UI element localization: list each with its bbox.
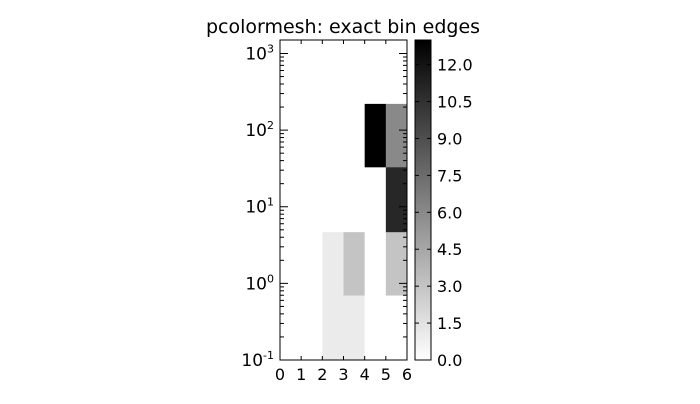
colorbar: 0.0 1.5 3.0 4.5 6.0 7.5 9.0 10.5 12.0 bbox=[414, 39, 473, 370]
y-tick-base: 10 bbox=[245, 44, 267, 64]
heatmap-cell bbox=[301, 295, 323, 361]
y-tick-exponent: 2 bbox=[267, 119, 274, 132]
y-tick-base: 10 bbox=[245, 274, 267, 294]
heatmap-cell bbox=[364, 231, 387, 296]
heatmap-cell bbox=[385, 231, 408, 296]
y-tick-label: 100 bbox=[245, 272, 274, 294]
x-tick-label: 5 bbox=[381, 365, 391, 384]
heatmap-cell bbox=[301, 103, 323, 168]
chart-title: pcolormesh: exact bin edges bbox=[206, 16, 480, 38]
colorbar-tick-label: 7.5 bbox=[437, 166, 462, 185]
y-tick-exponent: 3 bbox=[267, 42, 274, 55]
y-tick-exponent: -1 bbox=[263, 349, 274, 362]
heatmap-cell bbox=[364, 295, 387, 361]
heatmap-cell bbox=[385, 295, 408, 361]
colorbar-tick-label: 10.5 bbox=[437, 93, 473, 112]
x-tick-label: 4 bbox=[360, 365, 370, 384]
heatmap-cell bbox=[322, 103, 344, 168]
heatmap-cell bbox=[343, 167, 365, 233]
heatmap-cell bbox=[280, 103, 302, 168]
heatmap-cell bbox=[280, 167, 302, 233]
heatmap-cell bbox=[322, 295, 344, 361]
colorbar-tick-label: 1.5 bbox=[437, 314, 462, 333]
y-tick-exponent: 1 bbox=[267, 196, 274, 209]
colorbar-tick-label: 4.5 bbox=[437, 240, 462, 259]
y-tick-exponent: 0 bbox=[267, 272, 274, 285]
heatmap-cell bbox=[301, 167, 323, 233]
heatmap-cells bbox=[280, 103, 408, 361]
x-tick-label: 6 bbox=[402, 365, 412, 384]
heatmap-cell bbox=[322, 231, 344, 296]
heatmap-cell bbox=[343, 295, 365, 361]
heatmap-cell bbox=[385, 167, 408, 233]
colorbar-tick-label: 0.0 bbox=[437, 351, 462, 370]
colorbar-tick-label: 9.0 bbox=[437, 129, 462, 148]
heatmap-cell bbox=[280, 231, 302, 296]
colorbar-gradient bbox=[415, 40, 431, 360]
y-tick-label: 10-1 bbox=[241, 349, 274, 371]
y-tick-label: 101 bbox=[245, 196, 274, 218]
heatmap-cell bbox=[364, 103, 387, 168]
colorbar-tick-label: 12.0 bbox=[437, 56, 473, 75]
colorbar-tick-label: 3.0 bbox=[437, 277, 462, 296]
heatmap-cell bbox=[301, 231, 323, 296]
heatmap-cell bbox=[364, 167, 387, 233]
heatmap-cell bbox=[343, 103, 365, 168]
heatmap-cell bbox=[343, 231, 365, 296]
heatmap-cell bbox=[322, 167, 344, 233]
y-tick-label: 103 bbox=[245, 42, 274, 64]
x-tick-label: 0 bbox=[275, 365, 285, 384]
y-tick-base: 10 bbox=[245, 198, 267, 218]
y-tick-base: 10 bbox=[245, 121, 267, 141]
heatmap-cell bbox=[385, 103, 408, 168]
x-tick-label: 3 bbox=[338, 365, 348, 384]
heatmap-cell bbox=[280, 295, 302, 361]
colorbar-frame bbox=[414, 39, 432, 361]
y-tick-label: 102 bbox=[245, 119, 274, 141]
colorbar-tick-label: 6.0 bbox=[437, 203, 462, 222]
x-tick-label: 1 bbox=[296, 365, 306, 384]
y-tick-base: 10 bbox=[241, 351, 263, 371]
x-tick-label: 2 bbox=[317, 365, 327, 384]
